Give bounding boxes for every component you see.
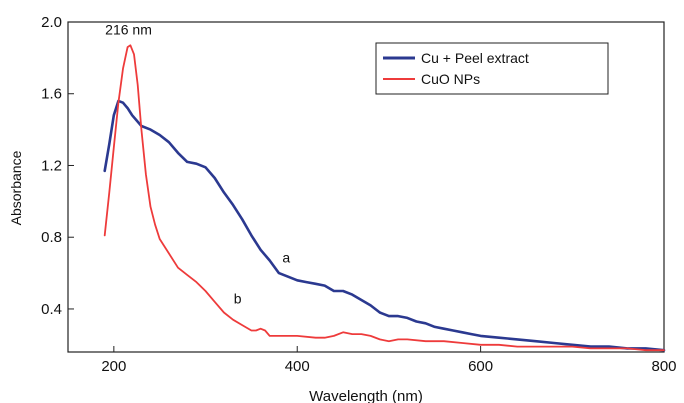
y-tick-label: 1.2: [41, 157, 62, 174]
legend-box: [375, 42, 609, 95]
curve-label-a: a: [282, 249, 290, 265]
x-tick-label: 400: [285, 358, 310, 375]
y-tick-label: 1.6: [41, 86, 62, 103]
peak-label: 216 nm: [105, 22, 152, 38]
x-tick-label: 200: [101, 358, 126, 375]
annotation-layer: 216 nm a b: [105, 22, 290, 307]
series-line-cu-peel-extract: [103, 99, 666, 352]
y-tick-label: 0.4: [41, 301, 62, 318]
y-tick-label: 2.0: [41, 14, 62, 31]
legend-label-cu-peel: Cu + Peel extract: [421, 50, 529, 66]
series-layer: [103, 44, 666, 352]
legend: Cu + Peel extract CuO NPs: [375, 42, 609, 95]
x-axis-title: Wavelength (nm): [309, 388, 423, 403]
curve-label-b: b: [234, 291, 242, 307]
x-tick-label: 600: [468, 358, 493, 375]
y-axis: 0.4 0.8 1.2 1.6 2.0: [41, 14, 74, 318]
series-line-cuo-nps: [103, 44, 665, 352]
plot-frame: [67, 21, 665, 353]
legend-label-cuo: CuO NPs: [421, 71, 480, 87]
y-axis-title: Absorbance: [8, 150, 24, 225]
y-tick-label: 0.8: [41, 229, 62, 246]
x-tick-label: 800: [651, 358, 676, 375]
